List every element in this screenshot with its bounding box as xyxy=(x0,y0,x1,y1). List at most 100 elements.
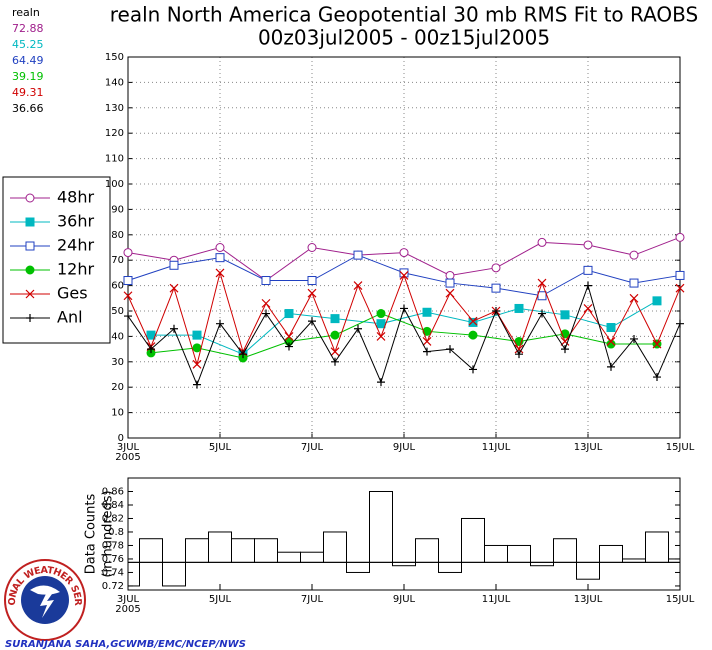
series-line xyxy=(151,300,658,355)
chart-subtitle: 00z03jul2005 - 00z15jul2005 xyxy=(258,26,550,50)
marker xyxy=(561,345,569,354)
marker xyxy=(307,276,317,286)
x-tick-label: 15JUL xyxy=(666,594,695,605)
marker xyxy=(377,378,385,387)
marker xyxy=(537,291,547,301)
marker xyxy=(123,276,133,286)
x-tick-label: 5JUL xyxy=(209,594,232,605)
marker xyxy=(146,330,156,340)
y-tick-label: 0 xyxy=(118,433,124,444)
marker xyxy=(307,288,317,298)
x-tick-label: 13JUL xyxy=(574,442,603,453)
marker xyxy=(307,243,317,252)
marker xyxy=(262,309,270,318)
y-tick-label: 80 xyxy=(111,230,124,241)
legend-marker xyxy=(25,289,35,299)
marker xyxy=(353,281,363,291)
y-tick-label: 40 xyxy=(111,331,124,342)
x-tick-label: 13JUL xyxy=(574,594,603,605)
x-tick-label: 9JUL xyxy=(393,442,416,453)
marker xyxy=(491,263,501,273)
marker xyxy=(123,248,133,258)
marker xyxy=(192,330,202,340)
x-tick-label: 11JUL xyxy=(482,442,511,453)
y-tick-label: 150 xyxy=(105,52,124,63)
marker xyxy=(468,330,478,340)
legend-label: 48hr xyxy=(57,188,95,207)
y-tick-label: 110 xyxy=(105,154,124,165)
marker xyxy=(514,344,524,354)
marker xyxy=(538,309,546,318)
legend-label: 24hr xyxy=(57,236,95,255)
chart-title: realn North America Geopotential 30 mb R… xyxy=(110,3,698,27)
marker xyxy=(215,253,225,263)
marker xyxy=(445,288,455,298)
plot-frame xyxy=(127,477,681,591)
marker xyxy=(491,283,501,293)
marker xyxy=(354,324,362,333)
marker xyxy=(170,324,178,333)
y-tick-label: 30 xyxy=(111,357,124,368)
y-tick-label: 0.84 xyxy=(102,500,124,511)
marker xyxy=(652,296,662,306)
logo-cloud xyxy=(30,585,60,595)
marker xyxy=(261,298,271,308)
marker xyxy=(169,260,179,270)
y-axis-subtitle: (in hundreds) xyxy=(101,490,116,577)
marker xyxy=(399,271,409,280)
x-year-label: 2005 xyxy=(115,452,140,463)
plot-frame xyxy=(127,56,681,439)
x-tick-label: 9JUL xyxy=(393,594,416,605)
series-mean: 36.66 xyxy=(12,102,44,115)
marker xyxy=(422,337,432,346)
series-mean: 39.19 xyxy=(12,70,44,83)
x-tick-label: 11JUL xyxy=(482,594,511,605)
marker xyxy=(606,339,616,349)
legend-marker xyxy=(25,193,35,203)
y-tick-label: 140 xyxy=(105,77,124,88)
marker xyxy=(629,293,639,303)
legend-marker xyxy=(26,314,34,322)
series-line xyxy=(150,312,657,359)
series-mean: 64.49 xyxy=(12,54,44,67)
marker xyxy=(422,307,432,317)
x-tick-label: 15JUL xyxy=(666,442,695,453)
marker xyxy=(675,232,685,242)
y-tick-label: 90 xyxy=(111,204,124,215)
marker xyxy=(445,278,455,288)
marker xyxy=(446,345,454,354)
marker xyxy=(400,304,408,313)
y-tick-label: 10 xyxy=(111,408,124,419)
marker xyxy=(123,291,133,301)
marker xyxy=(607,362,615,371)
legend-label: Ges xyxy=(57,284,88,303)
marker xyxy=(216,319,224,328)
marker xyxy=(675,270,685,280)
marker xyxy=(285,342,293,351)
marker xyxy=(445,270,455,280)
x-tick-label: 5JUL xyxy=(209,442,232,453)
marker xyxy=(583,240,593,250)
y-axis-title: Data Counts xyxy=(84,494,99,575)
marker xyxy=(376,331,386,341)
series-mean: 72.88 xyxy=(12,22,44,35)
marker xyxy=(284,331,294,341)
marker xyxy=(284,309,294,319)
y-tick-label: 130 xyxy=(105,103,124,114)
y-tick-label: 60 xyxy=(111,281,124,292)
marker xyxy=(606,323,616,333)
y-axis-title-group: Data Counts (in hundreds) xyxy=(84,490,116,577)
y-tick-label: 0.86 xyxy=(102,486,124,497)
marker xyxy=(629,278,639,288)
marker xyxy=(239,350,247,359)
marker xyxy=(399,248,409,258)
x-tick-label: 3JUL xyxy=(117,594,140,605)
legend-label: Anl xyxy=(57,308,83,327)
marker xyxy=(630,334,638,343)
marker xyxy=(492,307,500,315)
marker xyxy=(468,316,478,326)
marker xyxy=(675,283,685,293)
legend-label: 36hr xyxy=(57,212,95,231)
logo-bolt xyxy=(40,594,54,618)
